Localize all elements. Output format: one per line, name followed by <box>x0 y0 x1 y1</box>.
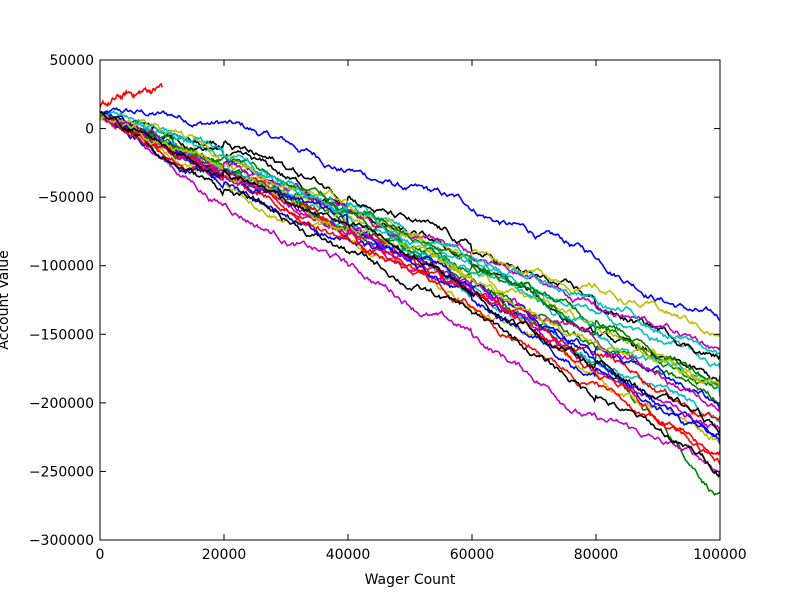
series-line-26 <box>100 114 720 413</box>
series-line-23 <box>100 113 720 386</box>
series-line-24 <box>100 111 720 456</box>
x-tick-label: 40000 <box>326 547 371 563</box>
x-tick-label: 80000 <box>574 547 619 563</box>
y-tick-label: 50000 <box>49 53 94 69</box>
series-line-1 <box>100 107 720 322</box>
x-tick-label: 100000 <box>693 547 746 563</box>
x-tick-label: 20000 <box>202 547 247 563</box>
plot-area-frame <box>99 59 721 541</box>
series-line-14 <box>100 115 720 361</box>
series-line-25 <box>100 110 720 356</box>
x-tick-label: 0 <box>96 547 105 563</box>
series-line-21 <box>100 112 720 478</box>
y-axis-label: Account Value <box>0 250 12 349</box>
series-layer <box>100 82 720 497</box>
x-axis-label: Wager Count <box>365 572 456 588</box>
y-tick-label: −50000 <box>38 190 94 206</box>
y-tick-label: −300000 <box>29 533 94 549</box>
y-tick-label: 0 <box>85 122 94 138</box>
y-tick-label: −150000 <box>29 327 94 343</box>
series-line-27 <box>100 114 720 390</box>
x-tick-label: 60000 <box>450 547 495 563</box>
series-line-11 <box>100 111 720 369</box>
y-tick-label: −200000 <box>29 396 94 412</box>
series-line-20 <box>100 114 720 338</box>
y-tick-label: −250000 <box>29 464 94 480</box>
series-line-5 <box>100 112 720 473</box>
series-line-3 <box>100 82 163 108</box>
y-tick-label: −100000 <box>29 259 94 275</box>
series-line-28 <box>100 110 720 435</box>
series-line-12 <box>100 112 720 431</box>
axis-ticks: 0 20000 40000 60000 80000 100000 50000 0 −50000 −… <box>29 53 747 563</box>
